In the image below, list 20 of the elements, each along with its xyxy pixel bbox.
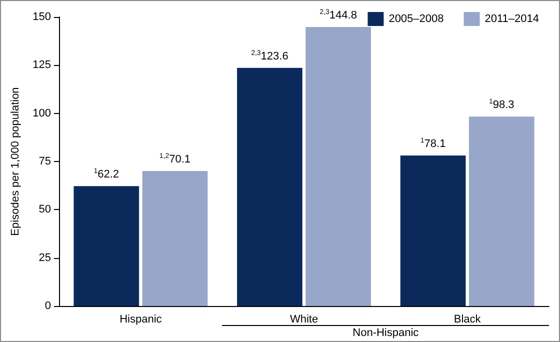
y-tick-label: 25 [38, 252, 51, 264]
bar [142, 170, 208, 306]
bar [468, 116, 534, 306]
bar [306, 27, 371, 306]
legend-label: 2011–2014 [484, 13, 540, 25]
y-tick-label: 125 [32, 59, 51, 72]
bar [237, 68, 302, 306]
y-tick-label: 100 [32, 107, 51, 120]
legend-label: 2005–2008 [388, 13, 444, 25]
y-tick-label: 150 [32, 11, 51, 23]
y-tick-label: 75 [38, 156, 51, 168]
bar [74, 186, 140, 306]
y-axis-title: Episodes per 1,000 population [10, 87, 22, 236]
x-tick-label: White [290, 314, 318, 326]
x-tick-label: Hispanic [120, 314, 162, 326]
text: Non-Hispanic [352, 327, 419, 339]
y-tick-label: 50 [38, 204, 51, 216]
bar [400, 156, 466, 306]
x-tick-label: Black [454, 314, 482, 326]
y-tick-label: 0 [44, 300, 51, 312]
